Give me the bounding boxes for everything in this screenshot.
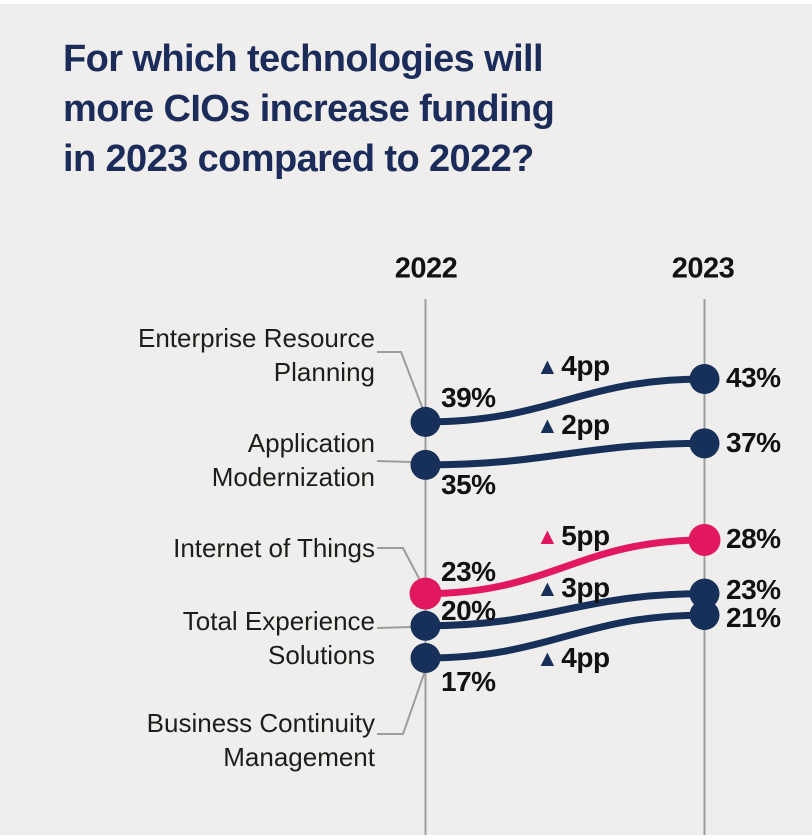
category-label-application-modernization: Application Modernization [212, 426, 375, 494]
category-label-total-experience-solutions: Total Experience Solutions [183, 604, 375, 672]
change-value-text: 5pp [561, 520, 610, 551]
column-header-2022: 2022 [394, 252, 458, 285]
change-value-text: 3pp [561, 572, 610, 603]
value-label-2022-enterprise-resource-planning: 39% [441, 382, 496, 413]
value-label-2022-total-experience-solutions: 20% [441, 595, 496, 626]
value-label-2022-internet-of-things: 23% [441, 556, 496, 587]
category-label-internet-of-things: Internet of Things [173, 531, 375, 565]
category-label-line: Enterprise Resource [138, 323, 375, 353]
category-label-line: Internet of Things [173, 533, 375, 563]
slope-line-business-continuity-management [422, 611, 708, 662]
dot-2022-business-continuity-management [410, 642, 441, 673]
category-label-line: Business Continuity [146, 708, 375, 738]
dot-2023-enterprise-resource-planning [689, 364, 720, 395]
increase-triangle-icon: ▲ [536, 644, 559, 671]
page-title-line-1: For which technologies will [63, 38, 544, 80]
category-label-line: Management [223, 742, 375, 772]
dot-2023-business-continuity-management [689, 600, 720, 631]
category-label-line: Total Experience [182, 606, 375, 636]
slope-line-internet-of-things [422, 536, 708, 598]
dot-2022-internet-of-things [409, 577, 442, 610]
category-label-enterprise-resource-planning: Enterprise Resource Planning [138, 321, 375, 389]
dot-2023-internet-of-things [688, 523, 721, 556]
category-label-line: Application [247, 428, 375, 458]
change-value-text: 2pp [561, 409, 610, 440]
value-label-2022-business-continuity-management: 17% [441, 666, 496, 697]
increase-triangle-icon: ▲ [536, 574, 559, 601]
increase-triangle-icon: ▲ [536, 352, 559, 379]
page-title-line-3: in 2023 compared to 2022? [63, 138, 534, 180]
change-label-internet-of-things: ▲ 5pp [536, 520, 610, 552]
slope-line-total-experience-solutions [422, 590, 708, 630]
value-label-2023-internet-of-things: 28% [726, 523, 781, 554]
dot-2022-total-experience-solutions [410, 610, 441, 641]
label-connector-enterprise-resource-planning [377, 351, 425, 413]
category-label-line: Solutions [268, 640, 375, 670]
top-margin-strip [0, 0, 812, 4]
bottom-margin-strip [0, 835, 812, 840]
dot-2022-application-modernization [410, 449, 441, 480]
page-title-line-2: more CIOs increase funding [63, 88, 555, 130]
value-label-2023-enterprise-resource-planning: 43% [726, 362, 781, 393]
dot-2023-application-modernization [689, 428, 720, 459]
change-label-business-continuity-management: ▲ 4pp [536, 642, 610, 674]
dot-2022-enterprise-resource-planning [410, 406, 441, 437]
category-label-line: Planning [273, 357, 375, 387]
slope-line-application-modernization [422, 439, 708, 469]
change-value-text: 4pp [561, 642, 610, 673]
increase-triangle-icon: ▲ [536, 522, 559, 549]
label-connector-business-continuity-management [377, 670, 426, 735]
value-label-2022-application-modernization: 35% [441, 469, 496, 500]
change-label-application-modernization: ▲ 2pp [536, 409, 610, 441]
change-value-text: 4pp [561, 350, 610, 381]
page-title: For which technologies will more CIOs in… [63, 34, 555, 184]
category-label-line: Modernization [211, 462, 375, 492]
dot-2023-total-experience-solutions [689, 578, 720, 609]
value-label-2023-total-experience-solutions: 23% [726, 574, 781, 605]
change-label-enterprise-resource-planning: ▲ 4pp [536, 350, 610, 382]
change-label-total-experience-solutions: ▲ 3pp [536, 572, 610, 604]
value-label-2023-business-continuity-management: 21% [726, 602, 781, 633]
label-connector-application-modernization [376, 460, 412, 463]
column-header-2023: 2023 [671, 252, 735, 285]
value-label-2023-application-modernization: 37% [726, 427, 781, 458]
category-label-business-continuity-management: Business Continuity Management [147, 706, 375, 774]
increase-triangle-icon: ▲ [536, 411, 559, 438]
slope-line-enterprise-resource-planning [422, 375, 708, 426]
label-connector-internet-of-things [377, 547, 424, 587]
label-connector-total-experience-solutions [376, 626, 413, 629]
